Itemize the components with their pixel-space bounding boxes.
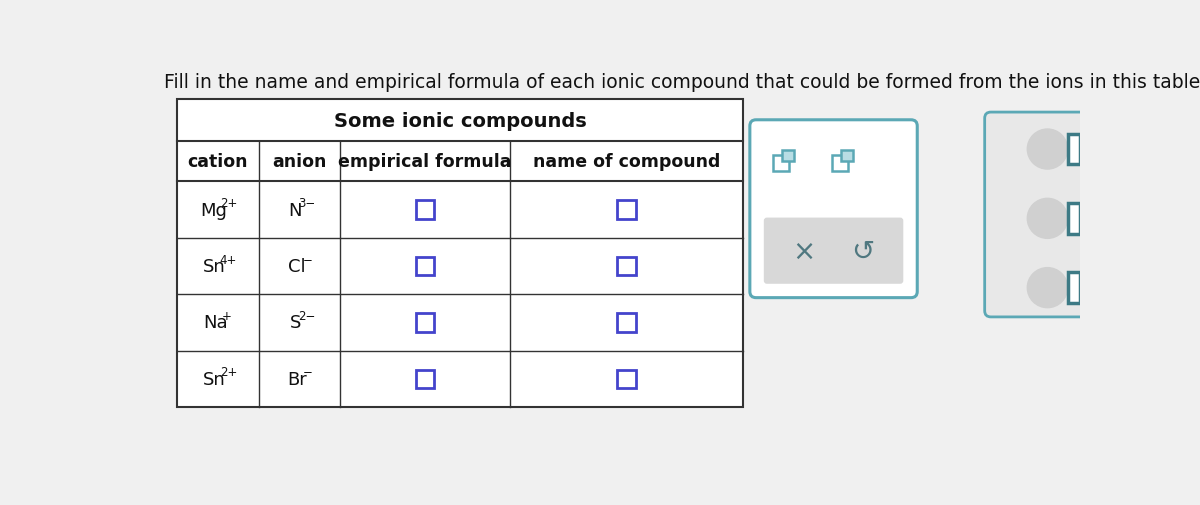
- Bar: [832, 156, 847, 171]
- FancyBboxPatch shape: [764, 218, 904, 284]
- Text: Na: Na: [204, 314, 228, 332]
- Bar: [416, 314, 434, 332]
- Text: anion: anion: [272, 153, 326, 171]
- Bar: [782, 150, 794, 162]
- Text: 2+: 2+: [220, 197, 238, 210]
- Text: ×: ×: [792, 237, 816, 265]
- Text: 4+: 4+: [220, 253, 238, 266]
- Text: name of compound: name of compound: [533, 153, 720, 171]
- Text: Sn: Sn: [203, 370, 226, 388]
- Bar: [1068, 134, 1080, 165]
- Bar: [416, 257, 434, 276]
- Bar: [1068, 273, 1080, 304]
- Bar: [617, 370, 636, 388]
- Text: +: +: [222, 310, 232, 322]
- Text: Fill in the name and empirical formula of each ionic compound that could be form: Fill in the name and empirical formula o…: [164, 73, 1200, 92]
- Bar: [1068, 204, 1080, 234]
- Text: −: −: [304, 253, 313, 266]
- Text: ↺: ↺: [851, 237, 875, 265]
- Text: Cl: Cl: [288, 258, 306, 275]
- Text: 2+: 2+: [220, 366, 238, 379]
- FancyBboxPatch shape: [750, 121, 917, 298]
- Text: cation: cation: [187, 153, 248, 171]
- Circle shape: [1027, 268, 1068, 308]
- Circle shape: [1027, 199, 1068, 239]
- FancyBboxPatch shape: [985, 113, 1090, 317]
- Bar: [416, 201, 434, 219]
- Bar: [617, 257, 636, 276]
- Bar: [416, 370, 434, 388]
- Text: −: −: [304, 366, 313, 379]
- Text: Mg: Mg: [200, 201, 227, 219]
- Text: Br: Br: [287, 370, 307, 388]
- Bar: [773, 156, 788, 171]
- Circle shape: [1027, 130, 1068, 170]
- Text: Sn: Sn: [203, 258, 226, 275]
- Bar: [617, 314, 636, 332]
- Bar: [178, 100, 743, 407]
- Text: empirical formula: empirical formula: [338, 153, 512, 171]
- Text: S: S: [289, 314, 301, 332]
- Text: Some ionic compounds: Some ionic compounds: [334, 112, 587, 130]
- Bar: [617, 201, 636, 219]
- Text: 3−: 3−: [298, 197, 316, 210]
- Text: N: N: [288, 201, 302, 219]
- Bar: [841, 150, 853, 162]
- Text: 2−: 2−: [298, 310, 316, 322]
